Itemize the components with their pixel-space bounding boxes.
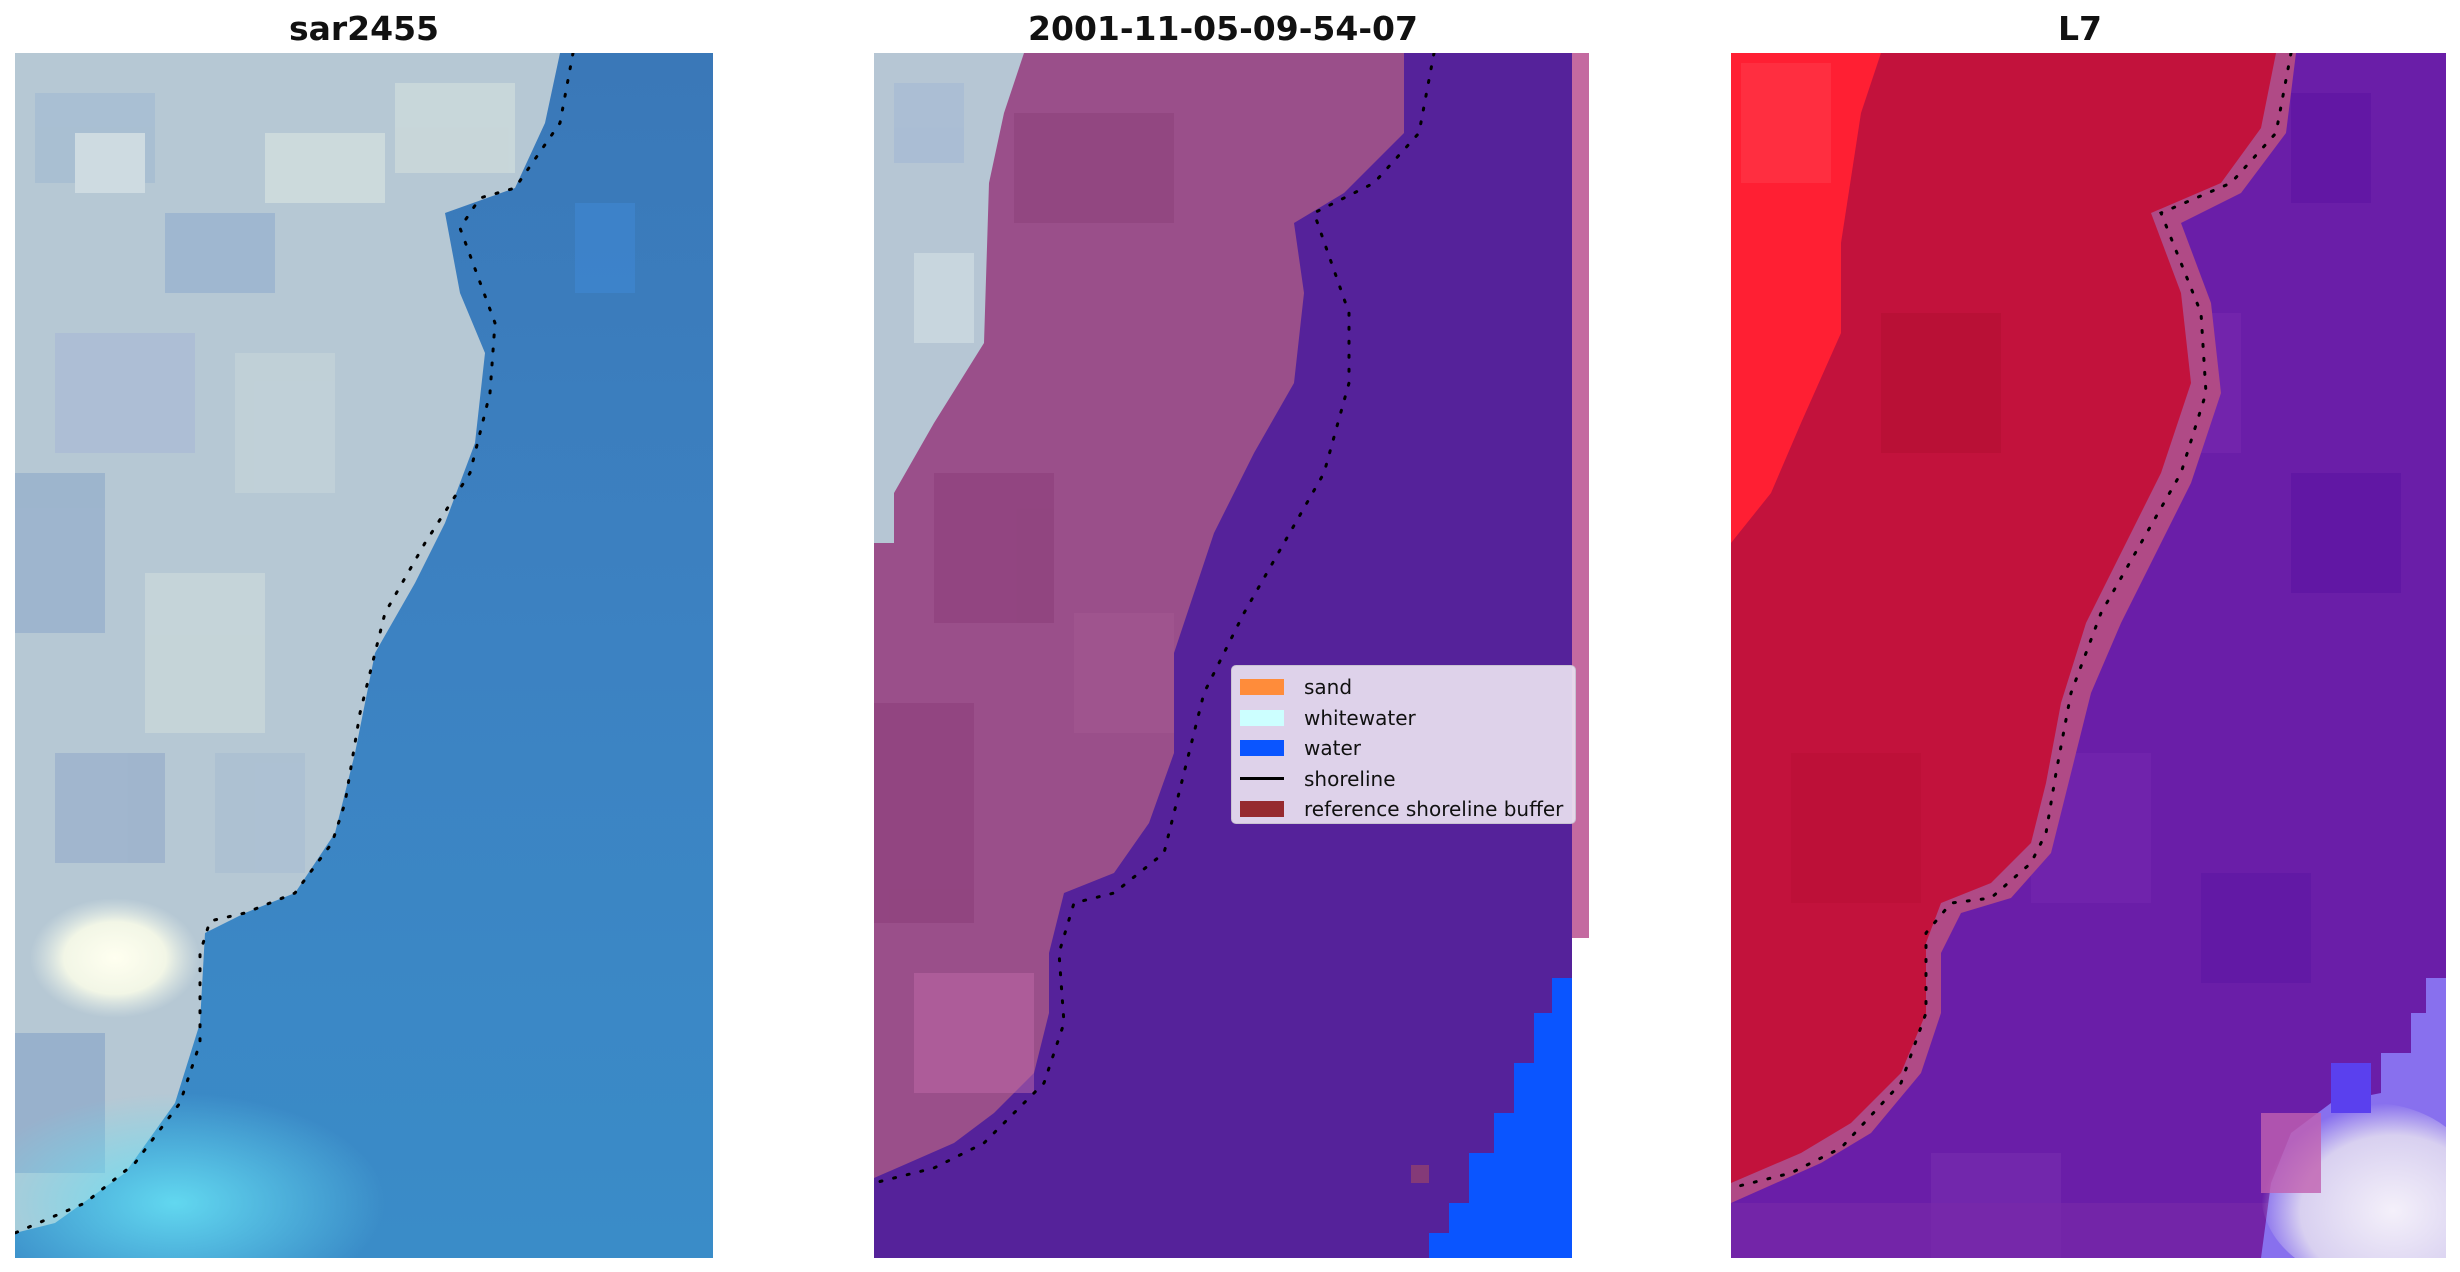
legend-item-whitewater: whitewater [1240,703,1565,734]
legend-swatch-whitewater [1240,709,1284,726]
legend-label-shoreline: shoreline [1304,766,1396,791]
legend-item-shoreline: shoreline [1240,764,1565,795]
index-shoreline [1731,53,2293,1190]
legend-label-reference-buffer: reference shoreline buffer [1304,797,1564,822]
panel-title-index: L7 [2058,9,2102,48]
legend-item-water: water [1240,733,1565,764]
classified-sand-texture [874,113,1174,1093]
rgb-whitewater-patch [30,898,200,1018]
legend-swatch-sand [1240,679,1284,696]
rgb-image-panel [15,53,713,1258]
legend: sand whitewater water shoreline referenc… [1231,665,1576,824]
legend-line-shoreline [1240,777,1284,781]
rgb-land-texture [15,83,515,1173]
legend-swatch-water [1240,740,1284,757]
classified-image-panel [874,53,1572,1258]
legend-item-reference-buffer: reference shoreline buffer [1240,794,1565,825]
legend-label-water: water [1304,736,1361,761]
legend-item-sand: sand [1240,672,1565,703]
classified-buffer-edge [1572,53,1589,938]
classified-water-class [1429,978,1572,1258]
legend-label-sand: sand [1304,675,1353,700]
panel-title-rgb: sar2455 [288,9,440,48]
legend-label-whitewater: whitewater [1304,705,1416,730]
index-bright-land [1731,53,1881,543]
rgb-surf-zone [15,1093,385,1258]
index-land-area [1731,53,2276,1183]
index-image-panel [1731,53,2446,1258]
panel-title-classified: 2001-11-05-09-54-07 [1028,9,1418,48]
legend-swatch-reference-buffer [1240,801,1284,818]
